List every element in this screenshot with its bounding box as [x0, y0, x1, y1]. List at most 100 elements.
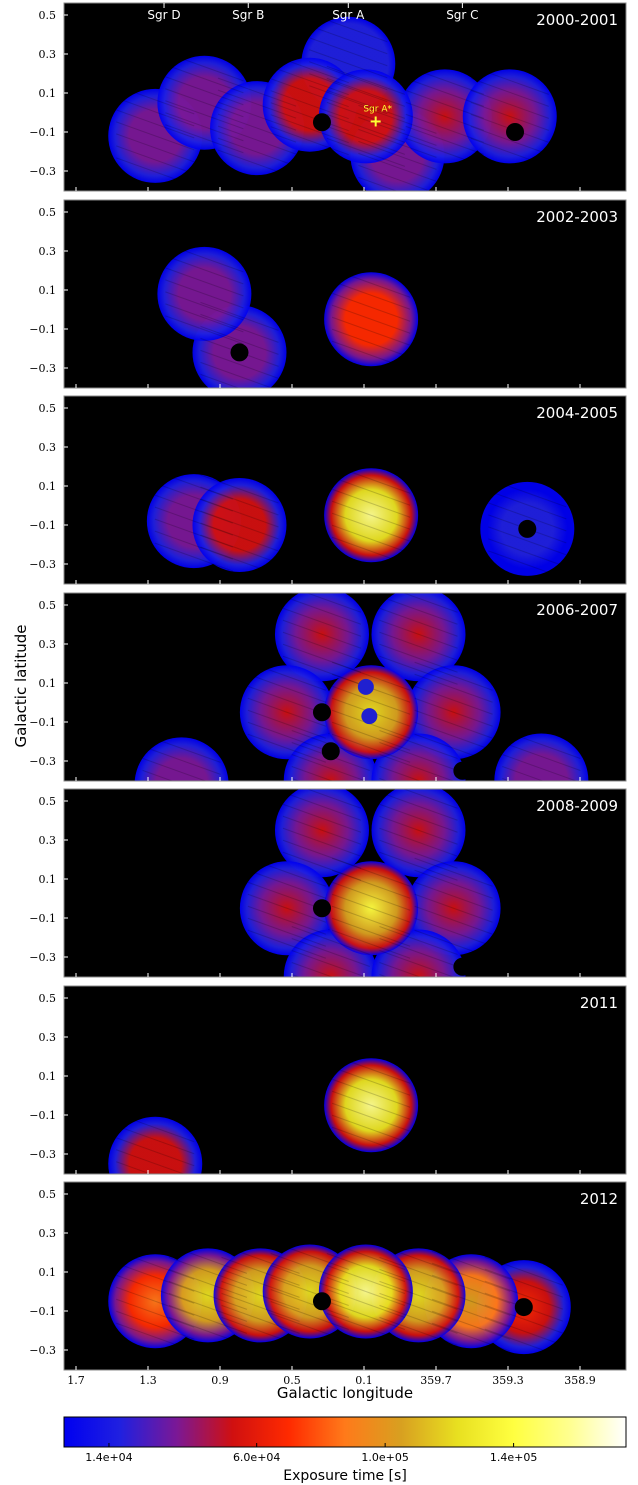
panel-year-label: 2006-2007 [536, 601, 618, 619]
panel-year-label: 2000-2001 [536, 11, 618, 29]
chip-gap-line [309, 37, 388, 67]
chip-gap-line [168, 1304, 248, 1334]
chip-gap-line [142, 733, 221, 763]
chip-gap-line [221, 1268, 300, 1298]
chip-gap-line [116, 1286, 195, 1316]
chip-gap-line [270, 1313, 349, 1342]
chip-gap-line [165, 303, 244, 333]
masked-source-hole [312, 1292, 331, 1311]
chip-gap-line [247, 733, 327, 763]
pointing-field [397, 69, 492, 164]
chip-gap-line [405, 101, 484, 131]
chip-gap-line [247, 661, 327, 691]
chip-gap-line [282, 643, 362, 673]
chip-gap-line [282, 619, 362, 649]
chip-gap-line [200, 349, 279, 379]
chip-gap-line [247, 685, 327, 715]
chip-gap-line [488, 526, 567, 556]
chip-gap-line [165, 124, 244, 154]
chip-gap-line [405, 137, 484, 167]
chip-gap-line [116, 1149, 186, 1174]
chip-gap-line [309, 61, 388, 91]
y-tick-label: −0.3 [29, 755, 56, 768]
masked-source-hole [321, 152, 340, 171]
chip-gap-line [331, 917, 411, 947]
y-tick-label: 0.1 [39, 284, 57, 297]
chip-gap-line [200, 373, 240, 388]
chip-gap-line [331, 733, 411, 763]
chip-gap-line [379, 851, 458, 881]
chip-gap-line [221, 1280, 300, 1310]
chip-gap-line [379, 631, 458, 661]
chip-gap-line [331, 685, 411, 715]
colorbar: 1.4e+04 6.0e+04 1.0e+05 1.4e+05 [63, 1416, 627, 1464]
chip-gap-line [358, 152, 437, 182]
chip-gap-line [488, 550, 567, 580]
pointing-field [371, 593, 466, 682]
sgr-a-star-label: Sgr A* [363, 104, 392, 114]
y-tick-label: 0.3 [39, 1227, 57, 1240]
chip-gap-line [358, 128, 437, 158]
chip-gap-line [331, 1102, 411, 1132]
panel-content [146, 464, 575, 580]
chip-gap-line [217, 101, 297, 131]
chip-gap-line [431, 1274, 511, 1304]
chip-gap-line [221, 1316, 300, 1346]
chip-gap-line [116, 1274, 195, 1304]
chip-gap-line [116, 133, 195, 163]
y-tick-label: 0.1 [39, 1070, 57, 1083]
chip-gap-line [217, 89, 297, 119]
chip-gap-line [405, 89, 484, 119]
panel-content [157, 243, 419, 388]
chip-gap-line [309, 85, 388, 115]
panel-2006-2007: 2006-2007 0.5 0.3 0.1 −0.1 −0.3 [29, 592, 627, 782]
chip-gap-line [484, 1328, 563, 1358]
chip-gap-line [379, 1316, 458, 1346]
chip-gap-line [221, 1292, 300, 1322]
x-tick-label: 0.1 [355, 1374, 373, 1387]
chip-gap-line [431, 1322, 511, 1352]
chip-gap-line [116, 109, 195, 139]
chip-gap-line [247, 929, 327, 959]
chip-gap-line [405, 65, 484, 95]
chip-gap-line [488, 478, 567, 508]
chip-gap-line [305, 789, 362, 809]
chip-gap-line [116, 1298, 195, 1328]
chip-gap-line [331, 268, 411, 298]
chip-gap-line [414, 661, 493, 691]
chip-gap-line [282, 839, 362, 869]
pointing-field [274, 789, 369, 878]
panel-frame [63, 1181, 627, 1371]
chip-gap-line [200, 361, 274, 388]
chip-gap-line [405, 77, 484, 107]
chip-gap-line [247, 697, 327, 727]
chip-gap-line [270, 126, 349, 156]
chip-gap-line [270, 54, 349, 84]
y-axis-label: Galactic latitude [12, 624, 30, 747]
chip-gap-line [247, 881, 327, 911]
chip-gap-line [116, 1310, 195, 1340]
y-tick-label: −0.3 [29, 1148, 56, 1161]
chip-gap-line [270, 78, 349, 108]
y-tick-label: 0.3 [39, 834, 57, 847]
y-tick-label: 0.5 [39, 599, 57, 612]
chip-gap-line [331, 316, 411, 346]
x-tick-label: 359.7 [420, 1374, 452, 1387]
y-tick-label: −0.3 [29, 558, 56, 571]
y-tick-label: 0.1 [39, 677, 57, 690]
chip-gap-line [247, 721, 327, 751]
chip-gap-line [331, 709, 411, 739]
chip-gap-line [168, 1268, 248, 1298]
chip-gap-line [470, 125, 549, 155]
chip-gap-line [414, 917, 493, 947]
y-tick-label: −0.1 [29, 126, 56, 139]
chip-gap-line [379, 1304, 458, 1334]
chip-gap-line [270, 1277, 349, 1306]
y-tick-label: −0.1 [29, 1305, 56, 1318]
chip-gap-line [282, 595, 362, 625]
chip-gap-line [282, 607, 362, 637]
chip-gap-line [331, 328, 411, 358]
masked-source-hole [312, 113, 331, 132]
panel-frame [63, 2, 627, 192]
chip-gap-line [142, 757, 208, 781]
